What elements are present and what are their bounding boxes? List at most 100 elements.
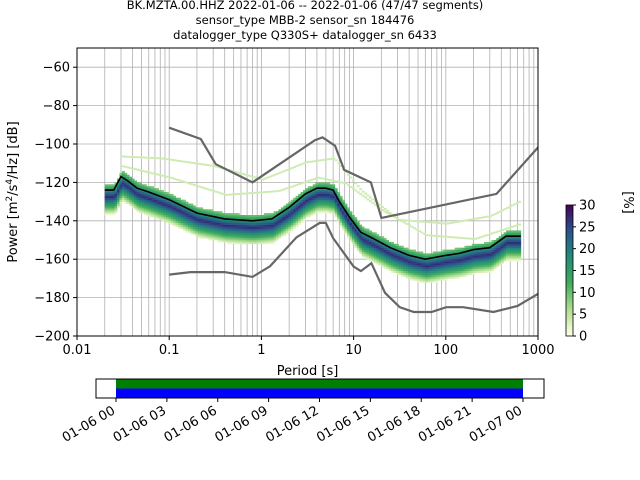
histogram-cell [356, 243, 360, 247]
histogram-cell [280, 216, 284, 220]
histogram-cell [403, 268, 407, 272]
histogram-cell [131, 205, 135, 208]
histogram-cell [415, 270, 419, 273]
histogram-cell [503, 253, 507, 256]
histogram-cell [469, 245, 473, 248]
histogram-cell [205, 216, 208, 220]
histogram-cell [337, 195, 341, 199]
histogram-cell [192, 222, 196, 225]
histogram-cell [315, 211, 319, 214]
histogram-cell [126, 166, 130, 169]
histogram-cell [386, 263, 390, 266]
colorbar-segment [566, 305, 573, 308]
histogram-cell [195, 222, 199, 225]
histogram-cell [510, 245, 514, 248]
histogram-cell [476, 268, 480, 272]
histogram-cell [302, 192, 306, 195]
histogram-cell [163, 157, 167, 160]
histogram-cell [156, 215, 159, 218]
histogram-cell [383, 245, 387, 248]
histogram-cell [285, 224, 289, 227]
histogram-cell [202, 234, 206, 237]
histogram-cell [364, 236, 367, 239]
histogram-cell [104, 190, 108, 193]
histogram-cell [327, 203, 331, 206]
histogram-cell [395, 268, 399, 272]
histogram-cell [417, 272, 421, 275]
histogram-cell [327, 207, 331, 210]
histogram-cell [283, 224, 287, 227]
histogram-cell [425, 278, 429, 281]
histogram-cell [312, 207, 316, 210]
histogram-cell [241, 230, 245, 233]
histogram-cell [513, 238, 517, 241]
histogram-cell [229, 226, 233, 229]
histogram-cell [322, 201, 326, 204]
histogram-cell [271, 228, 275, 231]
histogram-cell [187, 211, 191, 214]
histogram-cell [462, 263, 465, 266]
histogram-cell [266, 216, 270, 220]
histogram-cell [217, 218, 221, 222]
histogram-cell [187, 228, 191, 231]
histogram-cell [479, 255, 482, 258]
histogram-cell [258, 222, 262, 225]
histogram-cell [449, 270, 453, 273]
histogram-cell [349, 211, 353, 214]
histogram-cell [256, 240, 260, 243]
histogram-cell [442, 263, 446, 266]
histogram-cell [413, 259, 416, 262]
histogram-cell [158, 207, 162, 210]
histogram-cell [183, 209, 186, 212]
histogram-cell [459, 259, 463, 262]
histogram-cell [165, 213, 169, 216]
histogram-cell [395, 245, 399, 248]
histogram-cell [261, 220, 265, 224]
histogram-cell [212, 190, 216, 193]
histogram-cell [298, 222, 301, 225]
histogram-cell [332, 203, 336, 206]
histogram-cell [354, 236, 358, 239]
y-tick-label: −160 [34, 253, 70, 268]
histogram-cell [156, 188, 159, 191]
histogram-cell [449, 266, 453, 270]
histogram-cell [351, 238, 355, 241]
histogram-cell [271, 241, 275, 245]
histogram-cell [359, 236, 363, 239]
histogram-cell [454, 270, 458, 273]
histogram-cell [202, 220, 206, 224]
histogram-cell [410, 219, 414, 222]
histogram-cell [469, 251, 473, 254]
histogram-cell [249, 224, 252, 227]
histogram-cell [141, 170, 145, 172]
histogram-cell [219, 215, 223, 218]
histogram-cell [354, 234, 358, 237]
histogram-cell [484, 263, 487, 266]
histogram-cell [337, 205, 341, 208]
histogram-cell [116, 178, 120, 181]
histogram-cell [371, 245, 375, 248]
histogram-cell [432, 251, 436, 254]
histogram-cell [378, 255, 382, 258]
histogram-cell [320, 190, 323, 193]
histogram-cell [185, 228, 189, 231]
histogram-cell [300, 205, 304, 208]
histogram-cell [417, 266, 421, 270]
histogram-cell [498, 251, 502, 254]
histogram-cell [459, 274, 463, 277]
histogram-cell [479, 270, 482, 273]
colorbar-tick-label: 20 [579, 242, 596, 257]
histogram-cell [381, 238, 385, 241]
histogram-cell [315, 197, 319, 200]
histogram-cell [371, 251, 375, 254]
histogram-cell [457, 276, 460, 279]
histogram-cell [506, 241, 509, 245]
histogram-cell [393, 245, 397, 248]
histogram-cell [187, 161, 191, 164]
histogram-cell [400, 219, 404, 222]
histogram-cell [271, 222, 275, 225]
histogram-cell [212, 226, 216, 229]
histogram-cell [315, 192, 319, 195]
histogram-cell [442, 278, 446, 281]
histogram-cell [342, 213, 345, 216]
